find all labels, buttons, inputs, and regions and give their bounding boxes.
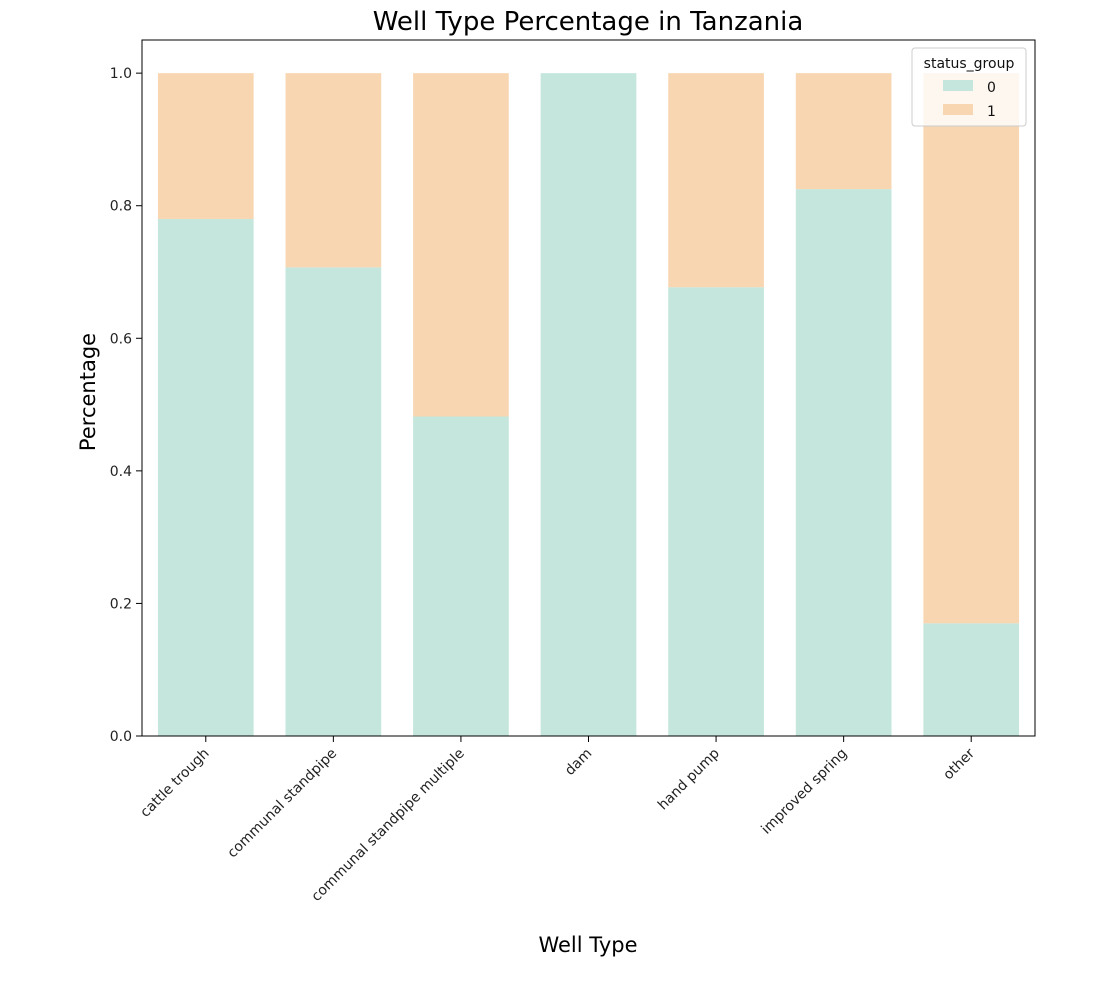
legend-swatch-1 (943, 104, 973, 115)
x-tick-label: dam (562, 746, 595, 779)
bar-hand-pump-series-0 (668, 287, 764, 736)
y-tick-label: 0.2 (110, 596, 132, 612)
y-axis: 0.0 0.2 0.4 0.6 0.8 1.0 (110, 66, 142, 745)
bar-hand-pump-series-1 (668, 73, 764, 288)
bar-communal-standpipe-series-0 (285, 267, 382, 736)
y-tick-label: 0.0 (110, 729, 132, 745)
x-tick-label: communal standpipe (224, 746, 340, 862)
x-axis: cattle trough communal standpipecommunal … (137, 736, 978, 905)
x-tick-label: cattle trough (137, 746, 212, 821)
x-tick-label: hand pump (655, 745, 723, 813)
y-axis-label: Percentage (76, 333, 100, 451)
y-tick-label: 0.6 (110, 331, 132, 347)
bar-improved-spring-series-1 (795, 73, 892, 190)
chart-title: Well Type Percentage in Tanzania (373, 7, 804, 37)
bar-communal-standpipe-series-1 (285, 73, 382, 268)
y-tick-label: 0.4 (110, 464, 132, 480)
bar-dam-series-0 (540, 73, 637, 736)
x-axis-label: Well Type (538, 933, 637, 957)
legend-swatch-0 (943, 80, 973, 91)
legend-title: status_group (924, 56, 1015, 72)
y-tick-label: 0.8 (110, 199, 132, 215)
bar-communal-standpipe-multiple-series-0 (413, 416, 509, 736)
plot-area (157, 73, 1020, 737)
legend-label-0: 0 (987, 80, 996, 96)
bar-communal-standpipe-multiple-series-1 (413, 73, 509, 417)
bar-cattle-trough-series-1 (157, 73, 254, 219)
legend: status_group 0 1 (911, 47, 1027, 127)
legend-label-1: 1 (987, 104, 996, 120)
x-tick-label: communal standpipe multiple (308, 746, 467, 905)
bar-other-series-1 (923, 73, 1020, 624)
bar-cattle-trough-series-0 (157, 218, 254, 736)
x-tick-label: improved spring (758, 746, 850, 838)
bar-improved-spring-series-0 (795, 189, 892, 737)
bar-other-series-0 (923, 623, 1020, 736)
y-tick-label: 1.0 (110, 66, 132, 82)
x-tick-label: other (940, 745, 978, 783)
